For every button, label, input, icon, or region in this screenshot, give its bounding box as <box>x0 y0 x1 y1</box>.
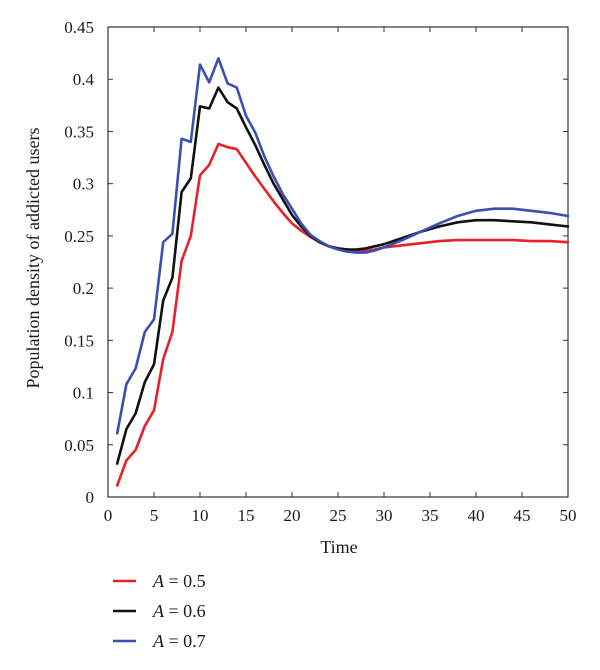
y-tick-label: 0 <box>86 488 95 507</box>
legend-label-2: A = 0.6 <box>152 601 206 621</box>
x-tick-label: 30 <box>376 506 393 525</box>
x-tick-label: 10 <box>192 506 209 525</box>
series-line-1 <box>115 142 570 487</box>
x-tick-label: 0 <box>104 506 113 525</box>
x-tick-label: 20 <box>284 506 301 525</box>
x-tick-label: 40 <box>468 506 485 525</box>
legend-label-1: A = 0.5 <box>152 571 206 591</box>
series-line-3 <box>115 56 570 435</box>
x-tick-label: 35 <box>422 506 439 525</box>
legend: A = 0.5 A = 0.6 A = 0.7 <box>113 571 206 651</box>
plot-layer: 0 5 10 15 20 25 30 35 40 45 50 0 0.05 0.1 0.15 0.2 0.25 0… <box>64 18 576 525</box>
y-tick-label: 0.3 <box>73 175 94 194</box>
y-tick-label: 0.2 <box>73 279 94 298</box>
x-tick-label: 15 <box>238 506 255 525</box>
y-tick-label: 0.35 <box>64 122 94 141</box>
x-tick-label: 25 <box>330 506 347 525</box>
legend-label-3: A = 0.7 <box>152 631 206 651</box>
x-tick-label: 45 <box>514 506 531 525</box>
x-axis-title: Time <box>320 537 357 557</box>
y-tick-label: 0.45 <box>64 18 94 37</box>
y-axis-title: Population density of addicted users <box>23 128 43 389</box>
y-tick-label: 0.25 <box>64 227 94 246</box>
x-tick-label: 5 <box>150 506 159 525</box>
series-line-2 <box>115 86 570 465</box>
y-tick-label: 0.4 <box>73 70 95 89</box>
y-tick-label: 0.15 <box>64 331 94 350</box>
x-tick-label: 50 <box>560 506 577 525</box>
y-tick-label: 0.05 <box>64 436 94 455</box>
y-tick-label: 0.1 <box>73 384 94 403</box>
